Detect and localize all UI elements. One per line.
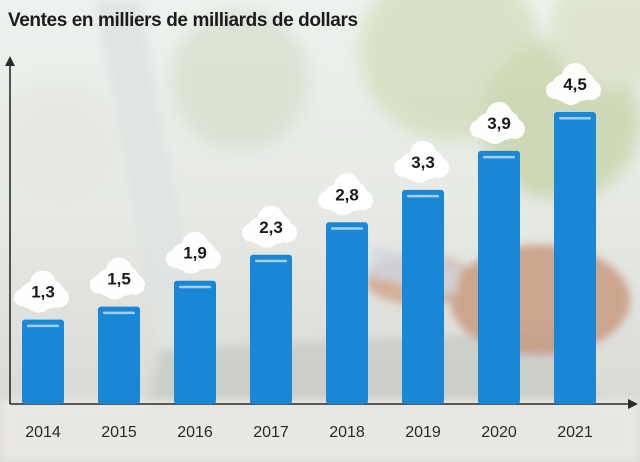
x-tick-label: 2019 xyxy=(405,424,441,441)
value-label: 4,5 xyxy=(563,75,587,94)
value-label-cloud: 1,9 xyxy=(166,231,221,274)
value-label: 2,8 xyxy=(335,185,359,204)
x-axis-arrow xyxy=(628,399,638,409)
bar xyxy=(22,319,64,404)
value-label-cloud: 2,3 xyxy=(242,205,297,248)
x-tick-label: 2020 xyxy=(481,424,517,441)
bar xyxy=(174,280,216,404)
y-axis-arrow xyxy=(5,56,15,66)
value-label: 2,3 xyxy=(259,218,283,237)
value-label: 3,9 xyxy=(487,114,511,133)
bar xyxy=(98,306,140,404)
value-labels: 1,3 1,5 1,9 2,3 2,8 3,3 3,9 4,5 xyxy=(14,63,601,313)
bar xyxy=(478,150,520,404)
x-tick-labels: 2014 2015 2016 2017 2018 2019 2020 2021 xyxy=(25,424,593,441)
value-label-cloud: 3,3 xyxy=(394,140,449,183)
bars xyxy=(22,112,596,404)
x-tick-label: 2021 xyxy=(557,424,593,441)
x-tick-label: 2014 xyxy=(25,424,61,441)
value-label: 1,9 xyxy=(183,244,207,263)
value-label: 1,3 xyxy=(31,283,55,302)
value-label-cloud: 1,5 xyxy=(90,257,145,300)
bar xyxy=(250,254,292,404)
bar xyxy=(554,112,596,404)
chart-title: Ventes en milliers de milliards de dolla… xyxy=(8,10,358,31)
value-label-cloud: 3,9 xyxy=(470,101,525,144)
value-label: 3,3 xyxy=(411,153,435,172)
value-label-cloud: 2,8 xyxy=(318,173,373,216)
value-label-cloud: 1,3 xyxy=(14,270,69,313)
value-label-cloud: 4,5 xyxy=(546,63,601,105)
value-label: 1,5 xyxy=(107,270,131,289)
x-tick-label: 2016 xyxy=(177,424,213,441)
x-tick-label: 2015 xyxy=(101,424,137,441)
x-tick-label: 2018 xyxy=(329,424,365,441)
bar xyxy=(326,222,368,404)
bar xyxy=(402,189,444,404)
x-tick-label: 2017 xyxy=(253,424,289,441)
